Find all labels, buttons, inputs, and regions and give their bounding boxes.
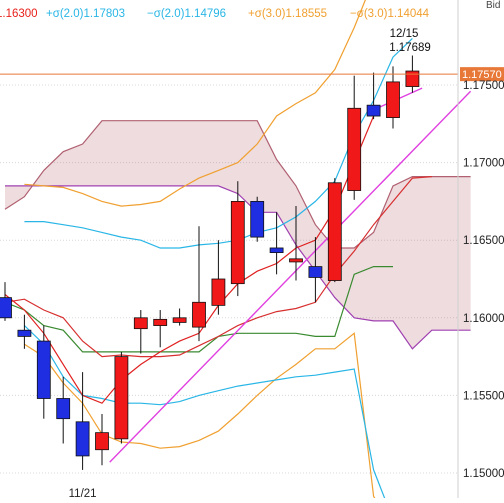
candle-body-2: [36, 340, 51, 399]
candle-16: [308, 237, 323, 303]
candle-body-18: [347, 107, 362, 191]
candle-0: [0, 282, 12, 321]
y-tick-label-1: 1.17000: [463, 158, 504, 170]
candle-9: [172, 308, 187, 326]
annotation-price: 1.17689: [389, 42, 431, 54]
x-tick-label-0: 11/21: [69, 488, 97, 498]
legend-entry-3: +σ(3.0)1.18555: [248, 8, 327, 20]
candle-10: [192, 226, 206, 342]
candle-body-10: [192, 301, 206, 328]
candle-body-20: [386, 81, 400, 118]
candle-body-6: [114, 356, 129, 440]
candle-7: [133, 310, 148, 354]
candle-18: [347, 75, 362, 200]
bollinger-minus2-line: [23, 325, 388, 503]
y-tick-label-5: 1.15000: [463, 468, 504, 480]
candle-body-9: [172, 317, 187, 323]
trendline-0: [109, 90, 472, 463]
y-tick-label-2: 1.16500: [463, 235, 504, 247]
legend-entry-1: +σ(2.0)1.17803: [46, 8, 125, 20]
candle-2: [36, 325, 51, 419]
candle-body-7: [133, 317, 148, 330]
candle-17: [327, 178, 342, 283]
ichimoku-span-a: [4, 120, 471, 249]
candle-body-21: [405, 70, 420, 87]
candle-body-15: [289, 258, 303, 263]
ichimoku-cloud: [5, 120, 471, 349]
candle-4: [75, 372, 90, 470]
candle-8: [153, 310, 168, 348]
y-tick-label-4: 1.15500: [463, 390, 504, 402]
current-price-tag: [460, 67, 504, 82]
candle-1: [17, 314, 32, 349]
candle-body-19: [366, 104, 381, 117]
bollinger-minus3-line: [24, 332, 379, 503]
candle-body-5: [95, 432, 109, 451]
candle-body-17: [327, 182, 342, 281]
legend-entry-2: −σ(2.0)1.14796: [147, 8, 226, 20]
bid-label: Bid: [486, 0, 500, 11]
candle-body-4: [75, 421, 90, 457]
ichimoku-chikou-line: [4, 176, 432, 358]
candle-body-12: [230, 200, 245, 285]
candle-5: [95, 414, 109, 466]
y-tick-label-3: 1.16000: [463, 313, 504, 325]
candle-body-13: [250, 200, 265, 238]
candle-19: [366, 72, 381, 120]
candle-body-16: [308, 266, 323, 278]
candle-20: [386, 66, 400, 129]
candle-body-1: [17, 329, 32, 337]
y-tick-label-0: 1.17500: [463, 80, 504, 92]
candle-body-14: [269, 247, 284, 254]
candle-15: [289, 206, 303, 281]
candle-13: [250, 196, 265, 242]
candle-body-3: [56, 398, 71, 420]
candle-14: [269, 212, 284, 275]
annotation-date: 12/15: [390, 28, 419, 40]
ichimoku-kijun-line: [4, 266, 393, 353]
candle-12: [230, 181, 245, 297]
candle-body-8: [153, 318, 168, 326]
candle-11: [211, 240, 226, 315]
legend-entry-4: −σ(3.0)1.14044: [350, 8, 430, 20]
bollinger-plus3-line: [24, 0, 366, 207]
legend-entry-0: 1.16300: [0, 8, 38, 20]
candle-body-0: [0, 297, 12, 319]
moving-average-line: [4, 115, 375, 404]
current-price-label: 1.17570: [462, 69, 502, 81]
candle-6: [114, 351, 129, 444]
candle-body-11: [211, 278, 226, 306]
candle-3: [56, 376, 71, 444]
